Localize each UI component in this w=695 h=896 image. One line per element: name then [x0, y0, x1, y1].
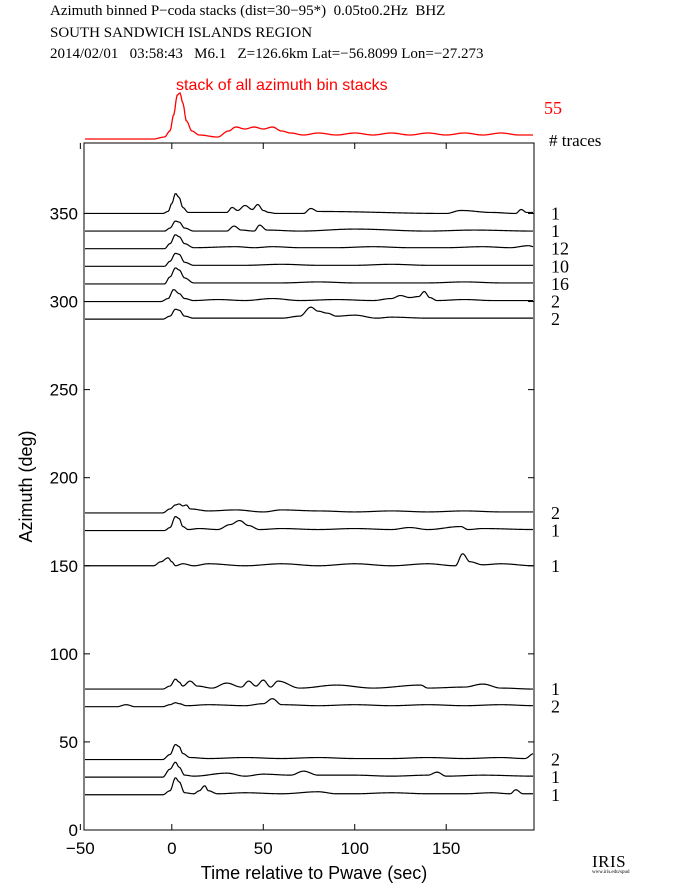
azimuth-trace-20 [85, 777, 533, 796]
x-tick-label: 50 [254, 839, 273, 858]
trace-count-label: 1 [551, 679, 560, 699]
stack-label: stack of all azimuth bin stacks [176, 77, 388, 94]
trace-count-label: 16 [551, 274, 569, 294]
azimuth-trace-150 [85, 553, 534, 567]
azimuth-trace-340 [85, 220, 534, 232]
stack-trace-count: 55 [544, 98, 562, 118]
trace-count-label: 1 [551, 521, 560, 541]
trace-count-label: 2 [551, 503, 560, 523]
y-tick-label: 100 [50, 645, 78, 664]
trace-count-label: 12 [551, 239, 569, 259]
azimuth-trace-40 [85, 744, 534, 761]
trace-count-label: 10 [551, 256, 569, 276]
trace-count-label: 2 [551, 309, 560, 329]
trace-count-label: 2 [551, 697, 560, 717]
trace-count-label: 1 [551, 785, 560, 805]
azimuth-trace-70 [85, 698, 534, 708]
azimuth-trace-320 [85, 252, 533, 267]
x-tick-label: 150 [432, 839, 460, 858]
azimuth-trace-30 [85, 761, 533, 778]
trace-count-label: 2 [551, 750, 560, 770]
azimuth-trace-310 [85, 267, 533, 285]
trace-count-label: 1 [551, 556, 560, 576]
y-tick-label: 250 [50, 381, 78, 400]
stack-trace-line [85, 92, 533, 140]
iris-logo: IRIS www.iris.edu/spud [592, 852, 629, 875]
iris-logo-url: www.iris.edu/spud [592, 870, 630, 875]
azimuth-trace-350 [85, 193, 533, 215]
trace-count-label: 1 [551, 767, 560, 787]
trace-count-label: 1 [551, 203, 560, 223]
y-tick-label: 0 [69, 821, 78, 840]
azimuth-trace-300 [85, 288, 533, 303]
header-line-3: 2014/02/01 03:58:43 M6.1 Z=126.6km Lat=−… [50, 46, 484, 62]
x-axis-label: Time relative to Pwave (sec) [201, 863, 427, 883]
x-tick-label: 100 [341, 839, 369, 858]
azimuth-trace-180 [85, 503, 533, 514]
azimuth-trace-290 [85, 306, 533, 320]
trace-count-label: 2 [551, 292, 560, 312]
azimuth-trace-170 [85, 516, 534, 532]
azimuth-trace-330 [85, 234, 534, 250]
trace-count-label: 1 [551, 221, 560, 241]
iris-logo-text: IRIS [592, 852, 627, 871]
plot-frame [83, 142, 535, 831]
x-tick-label: 0 [167, 839, 176, 858]
y-tick-label: 300 [50, 293, 78, 312]
y-tick-label: 200 [50, 469, 78, 488]
x-tick-label: −50 [66, 839, 95, 858]
y-tick-label: 50 [59, 733, 78, 752]
header-line-1: Azimuth binned P−coda stacks (dist=30−95… [50, 3, 446, 19]
y-axis-label: Azimuth (deg) [16, 430, 36, 542]
y-tick-label: 150 [50, 557, 78, 576]
trace-count-header: # traces [549, 131, 601, 150]
y-tick-label: 350 [50, 204, 78, 223]
header-line-2: SOUTH SANDWICH ISLANDS REGION [50, 25, 313, 41]
azimuth-trace-80 [85, 678, 533, 690]
